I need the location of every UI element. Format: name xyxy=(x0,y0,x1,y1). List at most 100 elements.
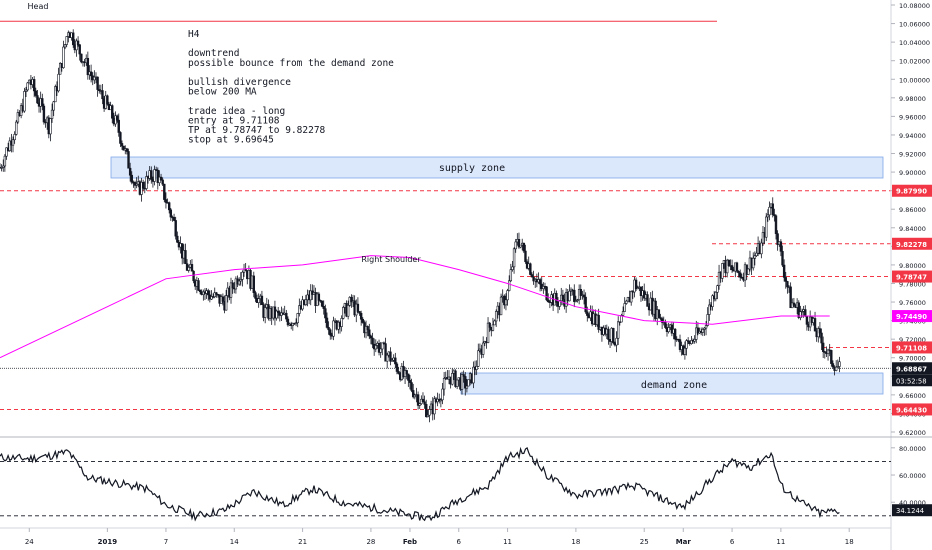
candle-body xyxy=(379,348,382,353)
candle-body xyxy=(332,320,335,337)
demand-zone-label: demand zone xyxy=(641,380,707,391)
candle-body xyxy=(428,409,431,416)
candle-body xyxy=(696,327,700,334)
candle-body xyxy=(737,270,740,274)
candle-body xyxy=(616,321,620,339)
candle-body xyxy=(80,53,83,63)
candle-body xyxy=(187,267,190,271)
candle-body xyxy=(512,248,516,268)
candle-body xyxy=(322,306,325,309)
candle-body xyxy=(831,363,835,368)
candle-body xyxy=(42,105,46,123)
candle-body xyxy=(561,294,565,300)
candle-body xyxy=(145,176,148,189)
candle-body xyxy=(395,363,399,372)
candle-body xyxy=(190,264,194,272)
candle-body xyxy=(774,215,778,234)
candle-body xyxy=(597,314,600,330)
candle-body xyxy=(838,361,841,367)
candle-body xyxy=(215,292,218,295)
candle-body xyxy=(425,404,428,417)
candle-body xyxy=(23,91,26,112)
candle-body xyxy=(122,145,125,151)
candle-body xyxy=(586,311,589,316)
candle-body xyxy=(612,327,615,344)
candle-body xyxy=(224,295,228,311)
candle-body xyxy=(120,143,124,147)
candle-body xyxy=(773,214,776,217)
candle-body xyxy=(766,214,770,218)
candle-body xyxy=(366,326,369,331)
candle-body xyxy=(319,300,322,302)
candle-body xyxy=(433,398,436,415)
candle-body xyxy=(275,310,278,319)
price-level-tag xyxy=(892,362,932,375)
candle-body xyxy=(776,233,779,245)
candle-body xyxy=(410,382,413,391)
candle-body xyxy=(254,292,257,299)
time-axis[interactable]: 24 2019 7 14 21 28 Feb 6 11 18 25 Mar 6 11 18 xyxy=(25,528,854,546)
candle-body xyxy=(286,318,290,326)
candle-body xyxy=(472,366,475,384)
price-tick-label: 10.06000 xyxy=(899,21,930,29)
candle-body xyxy=(32,79,36,92)
candle-body xyxy=(623,303,626,312)
price-tick-label: 9.86000 xyxy=(899,206,926,214)
trade-note-line: possible bounce from the demand zone xyxy=(188,58,394,69)
candle-body xyxy=(576,299,579,301)
trade-note-line: TP at 9.78747 to 9.82278 xyxy=(188,125,326,136)
candle-body xyxy=(800,311,804,313)
price-level-value: 9.74490 xyxy=(896,313,927,321)
candle-body xyxy=(465,385,469,389)
candle-body xyxy=(164,199,168,203)
supply-zone[interactable]: supply zone xyxy=(110,156,884,179)
price-level-value: 9.64430 xyxy=(896,406,927,414)
time-tick-label: 6 xyxy=(457,538,462,546)
candle-body xyxy=(49,118,52,135)
candle-body xyxy=(462,374,465,377)
candle-body xyxy=(329,329,332,336)
candle-body xyxy=(753,255,757,259)
candle-body xyxy=(213,292,216,297)
candle-body xyxy=(412,390,415,398)
price-tick-label: 10.08000 xyxy=(899,2,930,10)
candle-body xyxy=(407,373,410,381)
candle-body xyxy=(167,202,171,211)
candle-body xyxy=(426,414,430,417)
candle-body xyxy=(408,380,412,383)
candle-body xyxy=(695,327,698,340)
horizontal-levels xyxy=(0,20,891,410)
candle-body xyxy=(117,119,120,133)
candle-body xyxy=(703,327,706,330)
candle-body xyxy=(532,276,535,282)
candle-body xyxy=(477,350,480,367)
rsi-tick-label: 40.0000 xyxy=(899,499,926,507)
candle-body xyxy=(538,279,542,285)
candle-body xyxy=(522,242,526,252)
candle-body xyxy=(358,311,361,314)
candle-body xyxy=(176,235,179,243)
price-tick-label: 9.76000 xyxy=(899,299,926,307)
price-tick-label: 10.02000 xyxy=(899,58,930,66)
trade-note-line: below 200 MA xyxy=(188,87,257,98)
candle-body xyxy=(52,101,55,111)
candle-body xyxy=(704,325,708,329)
candle-body xyxy=(24,89,28,92)
candle-body xyxy=(752,257,755,269)
candle-body xyxy=(481,342,485,355)
price-tick-label: 9.98000 xyxy=(899,95,926,103)
candle-body xyxy=(89,71,93,77)
supply-zone-box[interactable] xyxy=(110,156,884,179)
candle-body xyxy=(229,282,233,298)
candle-body xyxy=(125,148,129,152)
candle-body xyxy=(382,342,386,344)
candle-body xyxy=(714,291,718,300)
price-tick-label: 9.94000 xyxy=(899,132,926,140)
candle-body xyxy=(673,328,677,340)
candle-body xyxy=(96,76,99,90)
trade-notes: H4 downtrend possible bounce from the dema… xyxy=(188,29,394,146)
candle-body xyxy=(174,220,177,237)
candle-body xyxy=(394,357,397,365)
demand-zone[interactable]: demand zone xyxy=(460,372,884,395)
candle-body xyxy=(26,82,29,91)
